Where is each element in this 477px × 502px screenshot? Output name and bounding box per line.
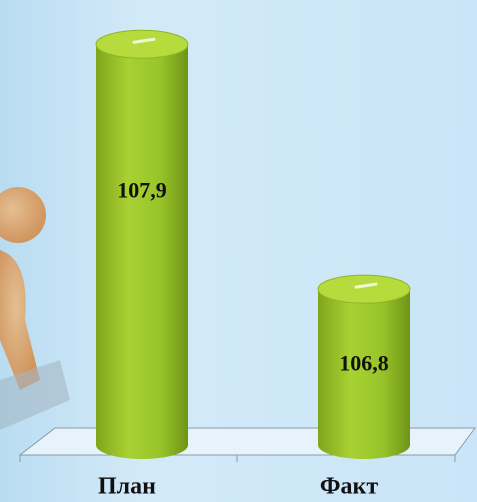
- bar-top: [317, 274, 411, 304]
- x-tick-label: План: [98, 474, 156, 500]
- bar-highlight: [132, 37, 156, 44]
- bar: [318, 289, 410, 459]
- decoration-figure: [0, 187, 70, 430]
- bar: [96, 44, 188, 460]
- value-label: 106,8: [339, 351, 389, 376]
- bar-top: [95, 29, 189, 59]
- x-tick-label: Факт: [320, 474, 378, 500]
- value-label: 107,9: [117, 178, 167, 203]
- bar-highlight: [354, 282, 378, 289]
